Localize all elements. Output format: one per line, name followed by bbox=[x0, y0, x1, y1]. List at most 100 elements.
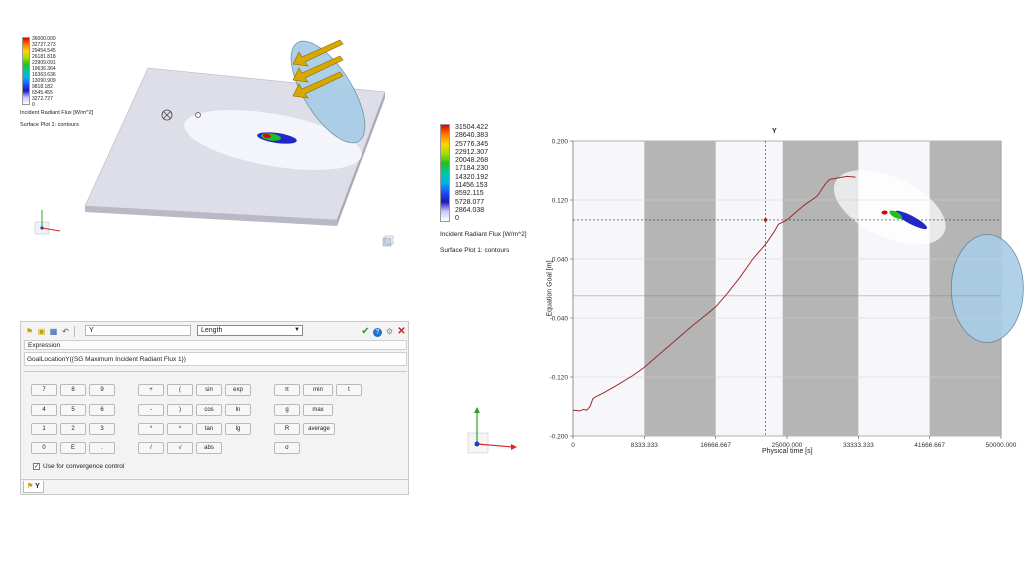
x-tick-label: 41666.667 bbox=[914, 442, 945, 449]
grid-icon[interactable]: ▦ bbox=[49, 327, 58, 336]
key-rparen[interactable]: ) bbox=[167, 404, 193, 416]
key-min[interactable]: min bbox=[303, 384, 333, 396]
chart-xlabel: Physical time [s] bbox=[762, 448, 813, 455]
key-t[interactable]: t bbox=[336, 384, 362, 396]
legend-value: 0 bbox=[455, 215, 459, 223]
key-dot[interactable]: . bbox=[89, 442, 115, 454]
key-4[interactable]: 4 bbox=[31, 404, 57, 416]
key-multiply[interactable]: * bbox=[138, 423, 164, 435]
y-tick-label: -0.200 bbox=[550, 433, 569, 440]
key-g[interactable]: g bbox=[274, 404, 300, 416]
key-abs[interactable]: abs bbox=[196, 442, 222, 454]
view-cube-icon bbox=[382, 235, 394, 247]
chart-title: Y bbox=[772, 128, 777, 135]
y-tick-label: 0.200 bbox=[552, 138, 569, 145]
scene1-geometry bbox=[34, 39, 394, 247]
y-tick-label: 0.120 bbox=[552, 197, 569, 204]
scene2-plot-label: Surface Plot 1: contours bbox=[440, 247, 510, 254]
key-ln[interactable]: ln bbox=[225, 404, 251, 416]
legend-value: 36000.000 bbox=[32, 36, 56, 42]
key-E[interactable]: E bbox=[60, 442, 86, 454]
key-exp[interactable]: exp bbox=[225, 384, 251, 396]
key-6[interactable]: 6 bbox=[89, 404, 115, 416]
axis-triad-icon bbox=[34, 210, 61, 235]
key-9[interactable]: 9 bbox=[89, 384, 115, 396]
ok-check-icon[interactable]: ✔ bbox=[361, 326, 370, 337]
goal-name-input[interactable]: Y bbox=[85, 325, 191, 336]
lens-disk bbox=[290, 40, 366, 144]
key-sin[interactable]: sin bbox=[196, 384, 222, 396]
expression-field[interactable]: GoalLocationY({SG Maximum Incident Radia… bbox=[24, 352, 407, 366]
legend-value: 16363.636 bbox=[32, 72, 56, 78]
toolbar-divider bbox=[74, 326, 75, 337]
unit-select[interactable]: Length ▼ bbox=[197, 325, 303, 336]
scene1-view: 36000.000 32727.273 29454.545 26181.818 … bbox=[15, 30, 400, 260]
x-tick-label: 25000.000 bbox=[772, 442, 803, 449]
key-8[interactable]: 8 bbox=[60, 384, 86, 396]
y-tick-label: -0.120 bbox=[550, 374, 569, 381]
legend-value: 9818.182 bbox=[32, 84, 53, 90]
key-power[interactable]: ^ bbox=[167, 423, 193, 435]
key-lparen[interactable]: ( bbox=[167, 384, 193, 396]
legend-value: 17184.230 bbox=[455, 165, 489, 173]
chart-ylabel: Equation Goal [m] bbox=[546, 260, 554, 317]
legend-value: 13090.909 bbox=[32, 78, 56, 84]
x-tick-label: 50000.000 bbox=[986, 442, 1017, 449]
key-max[interactable]: max bbox=[303, 404, 333, 416]
scene1-legend-labels: 36000.000 32727.273 29454.545 26181.818 … bbox=[32, 36, 92, 108]
legend-value: 31504.422 bbox=[455, 124, 489, 131]
key-cos[interactable]: cos bbox=[196, 404, 222, 416]
overlay-hotspot-core bbox=[889, 210, 903, 219]
scene1-legend-title: Incident Radiant Flux [W/m^2] bbox=[20, 110, 94, 116]
key-5[interactable]: 5 bbox=[60, 404, 86, 416]
legend-value: 11456.153 bbox=[455, 182, 488, 190]
flag-icon[interactable]: ⚑ bbox=[25, 327, 34, 336]
x-tick-label: 16666.667 bbox=[700, 442, 731, 449]
key-plus[interactable]: + bbox=[138, 384, 164, 396]
key-R[interactable]: R bbox=[274, 423, 300, 435]
key-divide[interactable]: / bbox=[138, 442, 164, 454]
key-lg[interactable]: lg bbox=[225, 423, 251, 435]
convergence-checkbox[interactable]: ✓ bbox=[33, 463, 40, 470]
key-sqrt[interactable]: √ bbox=[167, 442, 193, 454]
panel-bottom-divider bbox=[21, 479, 408, 480]
key-3[interactable]: 3 bbox=[89, 423, 115, 435]
legend-value: 19636.364 bbox=[32, 66, 56, 72]
key-average[interactable]: average bbox=[303, 423, 335, 435]
scene2-axis-triad-icon bbox=[467, 407, 517, 454]
key-1[interactable]: 1 bbox=[31, 423, 57, 435]
close-icon[interactable]: ✕ bbox=[397, 326, 406, 337]
scene1-legend-bar bbox=[22, 37, 30, 105]
key-2[interactable]: 2 bbox=[60, 423, 86, 435]
x-tick-label: 0 bbox=[571, 442, 575, 449]
expression-divider bbox=[24, 371, 407, 372]
shaded-band bbox=[644, 141, 716, 436]
tab-y-label: Y bbox=[35, 483, 40, 490]
key-tan[interactable]: tan bbox=[196, 423, 222, 435]
key-7[interactable]: 7 bbox=[31, 384, 57, 396]
legend-value: 3272.727 bbox=[32, 96, 53, 102]
legend-value: 32727.273 bbox=[32, 42, 56, 48]
scene2-legend-title: Incident Radiant Flux [W/m^2] bbox=[440, 231, 527, 238]
legend-value: 26181.818 bbox=[32, 54, 56, 60]
key-pi[interactable]: π bbox=[274, 384, 300, 396]
goal-icon[interactable]: ▣ bbox=[37, 327, 46, 336]
expression-header: Expression bbox=[24, 340, 407, 350]
goal-calculator-panel: ⚑ ▣ ▦ ↶ Y Length ▼ ✔ ? ⚙ ✕ Expression Go… bbox=[20, 321, 409, 495]
undo-icon[interactable]: ↶ bbox=[62, 327, 69, 336]
settings-icon[interactable]: ⚙ bbox=[385, 327, 394, 336]
plate-side bbox=[85, 206, 337, 226]
overlay-hotspot bbox=[895, 210, 928, 230]
tab-y[interactable]: ⚑ Y bbox=[23, 481, 44, 493]
key-sigma[interactable]: σ bbox=[274, 442, 300, 454]
scene2-legend-labels: 31504.422 28640.383 25776.345 22912.307 … bbox=[455, 124, 545, 224]
legend-value: 22912.307 bbox=[455, 148, 489, 156]
hotspot-core bbox=[263, 133, 271, 139]
key-minus[interactable]: - bbox=[138, 404, 164, 416]
y-tick-label: -0.040 bbox=[550, 315, 569, 322]
help-icon[interactable]: ? bbox=[373, 327, 382, 337]
series-line bbox=[572, 175, 856, 412]
unit-select-value: Length bbox=[201, 327, 223, 334]
key-0[interactable]: 0 bbox=[31, 442, 57, 454]
